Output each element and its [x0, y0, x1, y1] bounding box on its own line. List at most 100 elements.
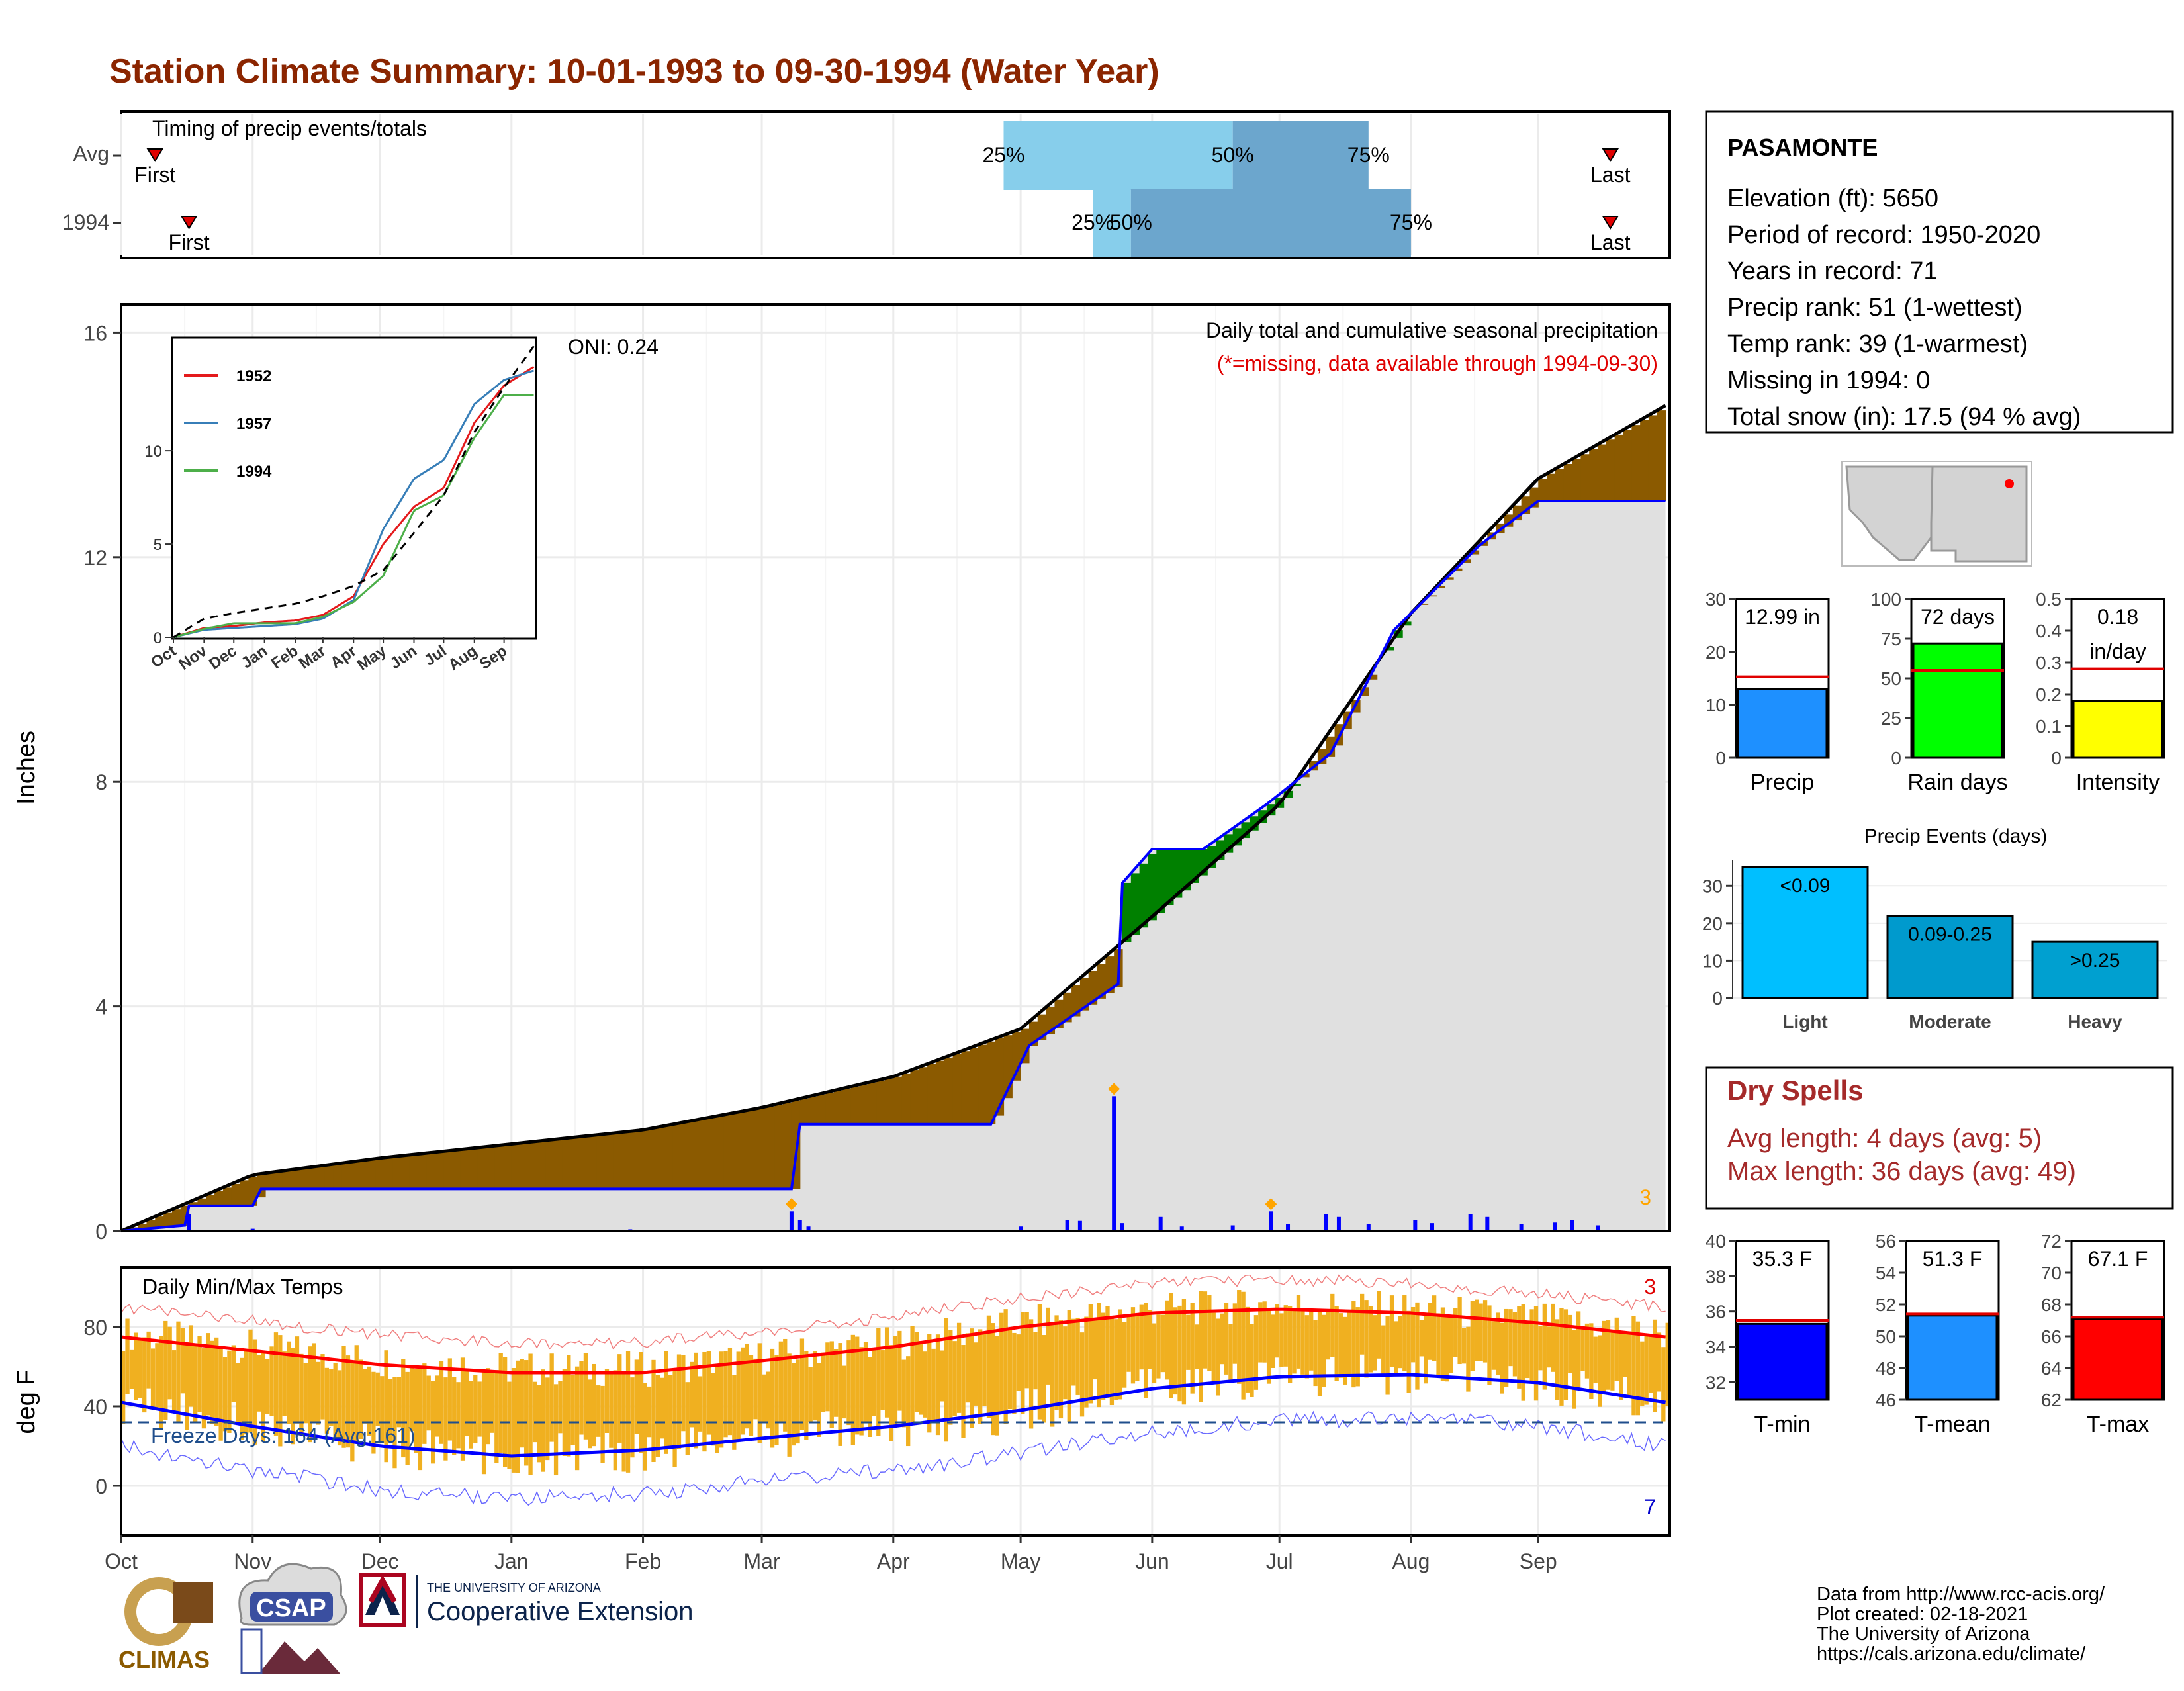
- timing-row-label-avg: Avg: [73, 142, 109, 165]
- temp-daily-bar: [150, 1348, 156, 1408]
- precip-daily-bar: [1230, 1225, 1235, 1231]
- precip-daily-bar: [1430, 1223, 1434, 1231]
- temp-daily-bar: [1525, 1322, 1530, 1379]
- temp-daily-bar: [1232, 1303, 1237, 1364]
- temp-daily-bar: [227, 1350, 232, 1433]
- temp-daily-bar: [1343, 1316, 1347, 1385]
- raindays-summary-ytick-label-3: 75: [1881, 629, 1901, 649]
- temp-daily-bar: [796, 1359, 800, 1444]
- precip-departure-strip: [171, 1209, 181, 1227]
- inset-ytick-label-2: 10: [144, 443, 162, 461]
- precip-departure-strip: [1088, 970, 1098, 1005]
- temp-daily-bar: [1385, 1316, 1390, 1395]
- timing-first-label-1: First: [168, 230, 209, 254]
- temp-daily-bar: [1410, 1306, 1416, 1363]
- credits: Data from http://www.rcc-acis.org/ Plot …: [1817, 1584, 2105, 1665]
- raindays-summary-ytick-label-4: 100: [1870, 589, 1901, 610]
- temp-daily-bar: [1576, 1311, 1581, 1389]
- temp-daily-bar: [516, 1360, 520, 1473]
- raindays-summary-ytick-label-0: 0: [1891, 748, 1901, 768]
- temp-daily-bar: [1512, 1312, 1518, 1377]
- temp-daily-bar: [893, 1336, 898, 1428]
- station-info-line: Elevation (ft): 5650: [1727, 185, 1938, 212]
- month-label-Nov: Nov: [234, 1549, 271, 1573]
- tmean-summary-value-label: 51.3 F: [1923, 1247, 1983, 1271]
- temp-daily-bar: [1606, 1320, 1611, 1390]
- precip-departure-strip: [1547, 473, 1556, 501]
- timing-row-label-year: 1994: [62, 210, 109, 234]
- precip-departure-strip: [706, 1118, 716, 1189]
- temp-daily-bar: [439, 1361, 444, 1444]
- temp-daily-bar: [1275, 1304, 1280, 1358]
- precip-departure-strip: [749, 1109, 758, 1189]
- temp-daily-bar: [257, 1355, 261, 1412]
- temp-daily-bar: [634, 1359, 639, 1434]
- temp-daily-bar: [1160, 1314, 1165, 1373]
- temp-daily-bar: [897, 1330, 902, 1411]
- temp-daily-bar: [762, 1374, 766, 1422]
- temp-daily-bar: [970, 1328, 974, 1428]
- temp-daily-bar: [698, 1376, 703, 1432]
- temp-daily-bar: [838, 1343, 842, 1446]
- temp-daily-bar: [1648, 1336, 1653, 1393]
- temp-daily-bar: [944, 1318, 949, 1442]
- temp-daily-bar: [244, 1349, 249, 1435]
- precip-daily-bar: [1179, 1226, 1184, 1231]
- raindays-summary-ytick-label-1: 25: [1881, 708, 1901, 729]
- timing-q50-label-0: 50%: [1212, 143, 1254, 167]
- precip-daily-snow-marker: [785, 1198, 797, 1211]
- temp-daily-bar: [363, 1369, 367, 1424]
- events-bar-label-2: >0.25: [2070, 950, 2120, 972]
- temp-daily-bar: [1279, 1313, 1284, 1367]
- temp-daily-bar: [214, 1337, 219, 1426]
- temp-daily-bar: [1445, 1314, 1449, 1382]
- temp-daily-bar: [1190, 1303, 1195, 1394]
- temp-daily-bar: [1309, 1310, 1314, 1371]
- precip-departure-strip: [1461, 559, 1471, 563]
- events-category-0: Light: [1782, 1011, 1827, 1032]
- temp-daily-bar: [702, 1351, 707, 1452]
- temp-daily-bar: [1360, 1293, 1365, 1355]
- temp-daily-bar: [753, 1358, 758, 1420]
- precip-departure-strip: [520, 1143, 529, 1189]
- temp-daily-bar: [1551, 1303, 1555, 1372]
- precip-departure-strip: [842, 1088, 852, 1124]
- temp-daily-bar: [1563, 1309, 1569, 1400]
- precip-departure-strip: [757, 1108, 767, 1189]
- tmean-summary-ytick-label-1: 48: [1876, 1358, 1896, 1379]
- precip-departure-strip: [401, 1156, 410, 1189]
- temp-daily-bar: [460, 1357, 465, 1461]
- temp-daily-bar: [770, 1348, 775, 1448]
- temp-daily-bar: [1466, 1326, 1471, 1392]
- temp-daily-bar: [574, 1366, 580, 1471]
- temp-daily-bar: [850, 1334, 855, 1445]
- temp-daily-bar: [1079, 1332, 1085, 1417]
- intensity-summary-ytick-label-4: 0.4: [2036, 621, 2062, 641]
- temp-daily-bar: [1296, 1295, 1301, 1369]
- temp-daily-bar: [507, 1381, 512, 1469]
- temp-daily-bar: [231, 1345, 236, 1402]
- temp-daily-bar: [185, 1342, 189, 1430]
- ua-logo-bottom: Cooperative Extension: [427, 1597, 693, 1626]
- temp-daily-bar: [935, 1334, 940, 1436]
- temp-daily-bar: [1584, 1323, 1590, 1379]
- precip-departure-strip: [970, 1048, 979, 1124]
- temp-daily-bar: [452, 1377, 457, 1455]
- temp-daily-bar: [931, 1348, 936, 1421]
- temp-daily-bar: [159, 1336, 163, 1428]
- temp-daily-bar: [1529, 1309, 1534, 1383]
- precip-year-cumulative-line: [120, 499, 1666, 1232]
- precip-departure-strip: [1631, 425, 1641, 501]
- temp-ytick-label-0: 0: [95, 1475, 107, 1498]
- precip-departure-strip: [1657, 410, 1666, 501]
- temp-daily-bar: [532, 1381, 537, 1443]
- precip-ytick-label-2: 8: [95, 770, 107, 794]
- temp-daily-bar: [999, 1312, 1004, 1413]
- precip-summary-value-label: 12.99 in: [1745, 605, 1820, 629]
- temp-daily-bar: [1406, 1310, 1411, 1393]
- precip-departure-strip: [655, 1127, 665, 1189]
- temp-daily-bar: [1461, 1328, 1467, 1364]
- temp-daily-bar: [1093, 1319, 1097, 1380]
- precip-daily-bar: [1324, 1214, 1328, 1231]
- temp-daily-bar: [1058, 1320, 1064, 1419]
